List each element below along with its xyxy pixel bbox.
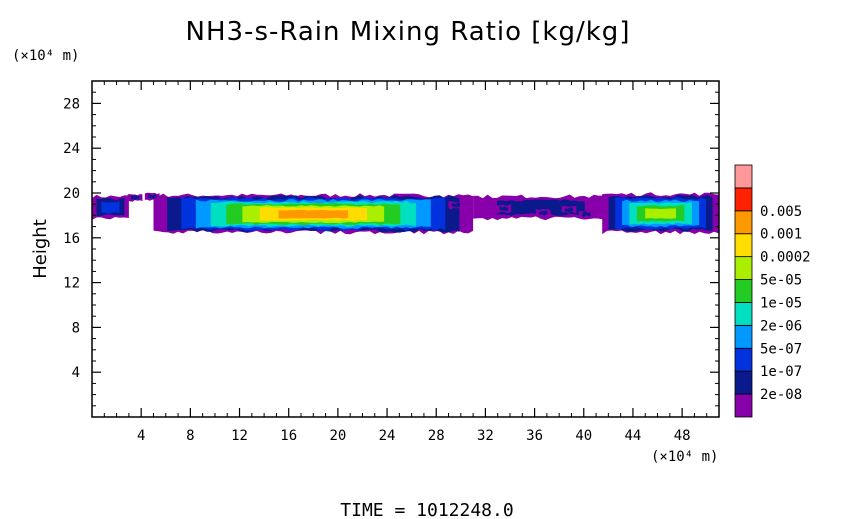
contour-band xyxy=(278,209,349,219)
y-tick-label: 16 xyxy=(63,231,80,247)
plot-frame xyxy=(91,80,720,418)
x-tick-label: 36 xyxy=(526,428,543,444)
contour-band xyxy=(582,211,591,218)
y-unit-label: (×10⁴ m) xyxy=(12,48,79,64)
y-axis-label: Height xyxy=(30,219,51,279)
x-tick-label: 4 xyxy=(137,428,145,444)
x-tick-label: 20 xyxy=(329,428,346,444)
colorbar-label: 5e-05 xyxy=(760,273,802,289)
chart-title: NH3-s-Rain Mixing Ratio [kg/kg] xyxy=(186,17,631,47)
x-tick-label: 44 xyxy=(625,428,642,444)
colorbar-swatch xyxy=(734,187,753,212)
colorbar-swatch xyxy=(734,233,753,258)
colorbar-swatch xyxy=(734,324,753,349)
colorbar-label: 2e-06 xyxy=(760,318,802,334)
y-tick-label: 4 xyxy=(72,365,80,381)
mixing-ratio-field xyxy=(92,192,719,235)
y-tick-label: 20 xyxy=(63,186,80,202)
time-label: TIME = 1012248.0 xyxy=(340,500,513,519)
x-tick-label: 48 xyxy=(674,428,691,444)
x-tick-label: 40 xyxy=(575,428,592,444)
colorbar-swatch xyxy=(734,370,753,395)
y-tick-label: 24 xyxy=(63,141,80,157)
colorbar-label: 0.001 xyxy=(760,227,802,243)
colorbar-label: 1e-05 xyxy=(760,295,802,311)
colorbar-swatch xyxy=(734,393,753,418)
colorbar-label: 2e-08 xyxy=(760,387,802,403)
colorbar-label: 0.0002 xyxy=(760,250,811,266)
colorbar: 2e-08 1e-07 5e-07 2e-06 1e-05 5e-05 0.0002 0.00… xyxy=(734,164,811,418)
contour-band xyxy=(539,210,548,216)
contour-band xyxy=(645,208,676,219)
colorbar-swatch xyxy=(734,279,753,303)
x-tick-label: 16 xyxy=(280,428,297,444)
y-tick-label: 28 xyxy=(63,96,80,112)
y-tick-label: 12 xyxy=(63,276,80,292)
plot-area xyxy=(92,81,719,417)
x-tick-label: 28 xyxy=(428,428,445,444)
contour-band xyxy=(451,202,460,208)
colorbar-swatch xyxy=(734,347,753,372)
contour-band xyxy=(565,207,574,213)
contour-band xyxy=(101,201,120,214)
y-tick-label: 8 xyxy=(72,320,80,336)
x-tick-label: 24 xyxy=(379,428,396,444)
x-tick-label: 8 xyxy=(186,428,194,444)
colorbar-label: 5e-07 xyxy=(760,341,802,357)
x-unit-label: (×10⁴ m) xyxy=(651,449,718,465)
x-tick-label: 32 xyxy=(477,428,494,444)
colorbar-swatch xyxy=(734,210,753,235)
contour-band xyxy=(148,193,157,199)
x-tick-label: 12 xyxy=(231,428,248,444)
colorbar-swatch xyxy=(734,164,753,189)
colorbar-swatch xyxy=(734,256,753,280)
contour-band xyxy=(499,206,508,212)
colorbar-swatch xyxy=(734,302,753,326)
contour-band xyxy=(131,195,140,201)
colorbar-label: 1e-07 xyxy=(760,364,802,380)
colorbar-label: 0.005 xyxy=(760,204,802,220)
